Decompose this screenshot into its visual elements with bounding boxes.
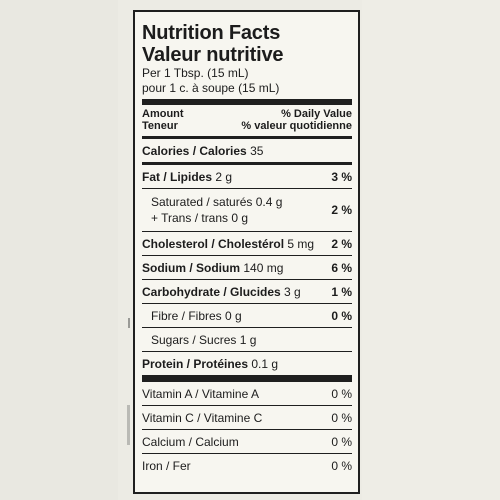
serving-size-fr: pour 1 c. à soupe (15 mL) bbox=[142, 81, 280, 95]
fibre-row: Fibre / Fibres 0 g 0 % bbox=[142, 304, 352, 327]
saturated-value: 0.4 g bbox=[255, 195, 283, 209]
fat-value: 2 g bbox=[215, 169, 233, 184]
daily-value-label-en: % Daily Value bbox=[281, 108, 352, 120]
print-speck bbox=[127, 405, 130, 445]
fibre-dv: 0 % bbox=[331, 308, 352, 323]
cholesterol-row: Cholesterol / Cholestérol 5 mg 2 % bbox=[142, 232, 352, 255]
calories-label: Calories / Calories bbox=[142, 143, 247, 158]
trans-value: 0 g bbox=[231, 211, 249, 225]
carbohydrate-value: 3 g bbox=[284, 284, 301, 299]
divider-thin bbox=[142, 351, 352, 352]
iron-dv: 0 % bbox=[331, 458, 352, 473]
trans-label: + Trans / trans bbox=[151, 211, 229, 225]
calcium-row: Calcium / Calcium 0 % bbox=[142, 430, 352, 453]
sodium-label: Sodium / Sodium bbox=[142, 260, 240, 275]
sugars-row: Sugars / Sucres 1 g bbox=[142, 328, 352, 351]
title-fr: Valeur nutritive bbox=[142, 44, 284, 66]
vitamin-c-dv: 0 % bbox=[331, 410, 352, 425]
amount-header: Amount Teneur % Daily Value % valeur quo… bbox=[142, 105, 352, 136]
carbohydrate-row: Carbohydrate / Glucides 3 g 1 % bbox=[142, 280, 352, 303]
protein-row: Protein / Protéines 0.1 g bbox=[142, 352, 352, 375]
fibre-label: Fibre / Fibres bbox=[151, 308, 222, 323]
vitamin-a-label: Vitamin A / Vitamine A bbox=[142, 386, 259, 401]
divider-thick bbox=[142, 375, 352, 382]
vitamin-a-dv: 0 % bbox=[331, 386, 352, 401]
title-en: Nutrition Facts bbox=[142, 22, 281, 44]
divider-thin bbox=[142, 279, 352, 280]
cholesterol-dv: 2 % bbox=[331, 236, 352, 251]
divider-thin bbox=[142, 188, 352, 189]
background-right bbox=[362, 0, 500, 500]
amount-label-fr: Teneur bbox=[142, 120, 178, 132]
vitamin-c-label: Vitamin C / Vitamine C bbox=[142, 410, 263, 425]
divider-thick bbox=[142, 99, 352, 105]
background-left bbox=[0, 0, 118, 500]
calcium-dv: 0 % bbox=[331, 434, 352, 449]
saturated-trans-dv: 2 % bbox=[331, 203, 352, 217]
divider-medium bbox=[142, 162, 352, 165]
daily-value-label-fr: % valeur quotidienne bbox=[241, 120, 352, 132]
vitamin-c-row: Vitamin C / Vitamine C 0 % bbox=[142, 406, 352, 429]
protein-value: 0.1 g bbox=[251, 356, 279, 371]
divider-thin bbox=[142, 327, 352, 328]
fat-dv: 3 % bbox=[331, 169, 352, 184]
iron-row: Iron / Fer 0 % bbox=[142, 454, 352, 477]
divider-medium bbox=[142, 136, 352, 139]
calories-row: Calories / Calories 35 bbox=[142, 139, 352, 162]
sodium-value: 140 mg bbox=[243, 260, 284, 275]
calories-value: 35 bbox=[250, 143, 264, 158]
sugars-label: Sugars / Sucres bbox=[151, 332, 237, 347]
cholesterol-value: 5 mg bbox=[287, 236, 315, 251]
divider-thin bbox=[142, 453, 352, 454]
iron-label: Iron / Fer bbox=[142, 458, 191, 473]
sodium-dv: 6 % bbox=[331, 260, 352, 275]
divider-thin bbox=[142, 303, 352, 304]
fat-label: Fat / Lipides bbox=[142, 169, 213, 184]
divider-thin bbox=[142, 231, 352, 232]
divider-thin bbox=[142, 405, 352, 406]
protein-label: Protein / Protéines bbox=[142, 356, 249, 371]
nutrition-facts-label: Nutrition Facts Valeur nutritive Per 1 T… bbox=[133, 10, 360, 494]
sugars-value: 1 g bbox=[239, 332, 257, 347]
saturated-label: Saturated / saturés bbox=[151, 195, 253, 209]
print-speck bbox=[128, 318, 130, 328]
amount-label-en: Amount bbox=[142, 108, 184, 120]
serving-size-en: Per 1 Tbsp. (15 mL) bbox=[142, 66, 249, 80]
cholesterol-label: Cholesterol / Cholestérol bbox=[142, 236, 285, 251]
sodium-row: Sodium / Sodium 140 mg 6 % bbox=[142, 256, 352, 279]
saturated-trans-row: Saturated / saturés 0.4 g + Trans / tran… bbox=[142, 189, 352, 231]
carbohydrate-dv: 1 % bbox=[331, 284, 352, 299]
calcium-label: Calcium / Calcium bbox=[142, 434, 239, 449]
fat-row: Fat / Lipides 2 g 3 % bbox=[142, 165, 352, 188]
divider-thin bbox=[142, 255, 352, 256]
carbohydrate-label: Carbohydrate / Glucides bbox=[142, 284, 281, 299]
vitamin-a-row: Vitamin A / Vitamine A 0 % bbox=[142, 382, 352, 405]
divider-thin bbox=[142, 429, 352, 430]
fibre-value: 0 g bbox=[225, 308, 242, 323]
